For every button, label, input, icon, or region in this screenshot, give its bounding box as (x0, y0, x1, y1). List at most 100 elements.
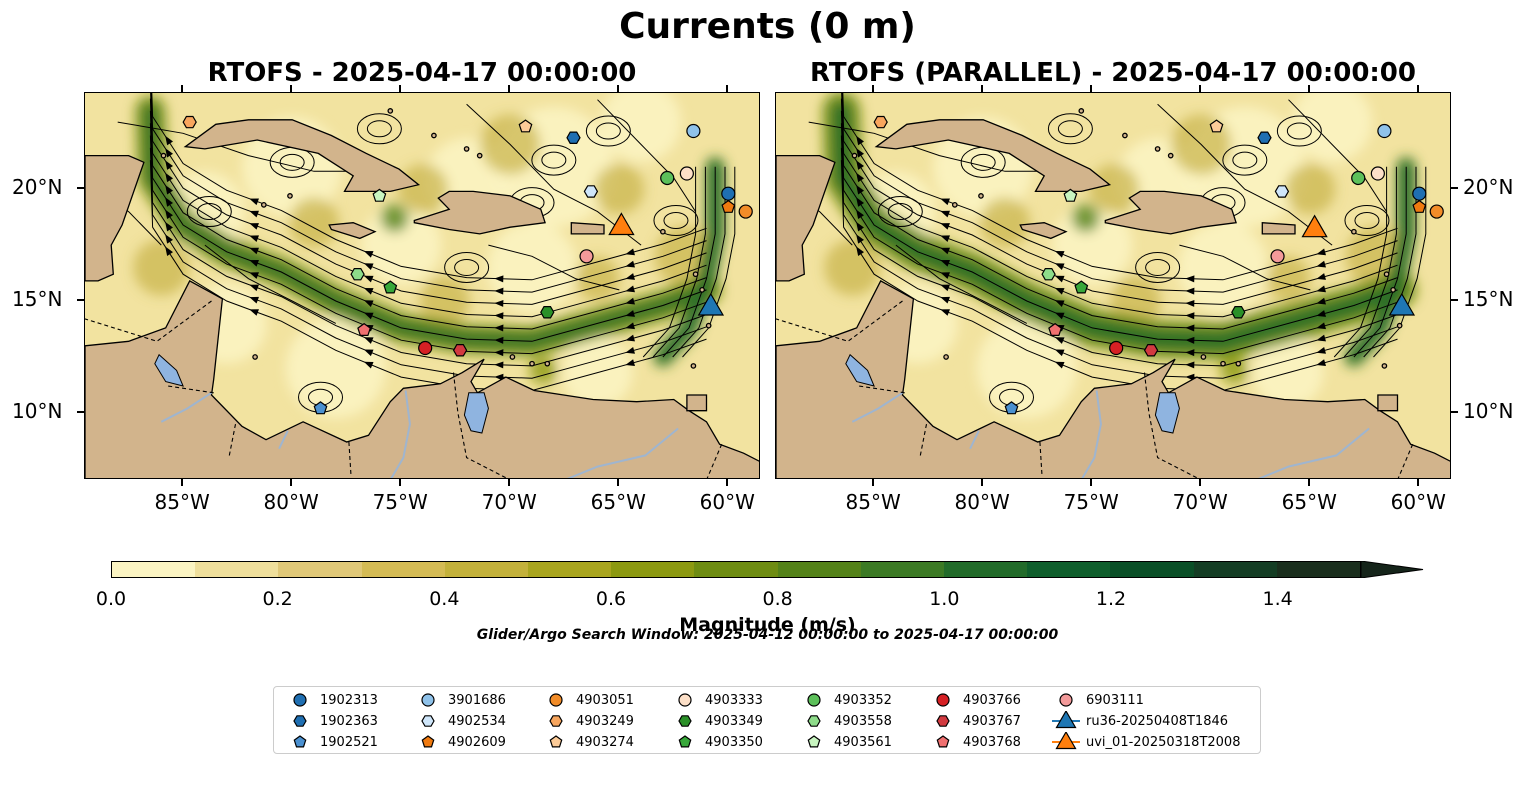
legend-pentagon-marker[interactable] (678, 735, 692, 748)
pentagon-marker-icon (293, 735, 307, 748)
marker-4903349[interactable] (1231, 306, 1246, 319)
marker-4903274[interactable] (1209, 119, 1224, 133)
legend-circle-marker[interactable] (549, 693, 563, 707)
marker-6903111[interactable] (1270, 249, 1285, 264)
legend-hexagon-marker[interactable] (678, 715, 692, 727)
legend-pentagon-marker[interactable] (421, 735, 435, 748)
marker-uvi_01-20250318T2008[interactable] (608, 212, 635, 236)
map-panel-rtofs-parallel[interactable] (775, 92, 1451, 479)
land-cuba (183, 119, 421, 193)
marker-4903561[interactable] (372, 188, 387, 202)
streamline-arrows (856, 135, 1326, 394)
marker-4902534[interactable] (583, 185, 599, 198)
marker-4903766[interactable] (1109, 340, 1124, 356)
marker-4903350[interactable] (1074, 280, 1089, 294)
colorbar-segment (528, 562, 612, 577)
x-tick-mark (399, 479, 402, 486)
marker-4903561[interactable] (1063, 188, 1078, 202)
legend-hexagon-marker[interactable] (807, 715, 821, 727)
marker-1902521[interactable] (313, 401, 328, 415)
land-mainland (85, 280, 759, 478)
marker-4903051[interactable] (1429, 204, 1444, 219)
land-yucatan (85, 154, 145, 282)
marker-4903558[interactable] (350, 268, 365, 281)
legend-item: 1902363 (286, 711, 378, 731)
marker-4903767[interactable] (452, 344, 468, 357)
marker-ru36-20250408T1846[interactable] (697, 292, 725, 316)
legend-item: 1902313 (286, 690, 378, 710)
marker-ru36-20250408T1846[interactable] (1388, 292, 1416, 316)
legend-circle-marker[interactable] (421, 693, 435, 707)
legend-pentagon-marker[interactable] (936, 735, 950, 748)
marker-4903767[interactable] (1143, 344, 1159, 357)
marker-4902609[interactable] (721, 199, 736, 213)
marker-4903768[interactable] (357, 322, 372, 336)
marker-4903333[interactable] (679, 166, 694, 181)
legend-circle-marker[interactable] (1059, 693, 1073, 707)
legend-label: 4903249 (576, 713, 634, 729)
marker-1902363[interactable] (1257, 131, 1272, 145)
marker-4902609[interactable] (1412, 199, 1427, 213)
legend-item: 4902534 (414, 711, 506, 731)
marker-4903352[interactable] (660, 170, 675, 186)
legend-item: 4903558 (800, 711, 892, 731)
x-tick-mark (1199, 85, 1202, 92)
marker-3901686[interactable] (686, 123, 701, 139)
marker-1902521[interactable] (1004, 401, 1019, 415)
marker-4903349[interactable] (540, 306, 555, 319)
marker-4903333[interactable] (1370, 166, 1385, 181)
legend-label: 4903274 (576, 734, 634, 750)
x-tick-mark (290, 85, 293, 92)
marker-uvi_01-20250318T2008[interactable] (1301, 214, 1328, 238)
search-window-note: Glider/Argo Search Window: 2025-04-12 00… (476, 627, 1059, 643)
marker-4903766[interactable] (418, 340, 433, 356)
hexagon-marker-icon (936, 715, 950, 727)
marker-4903274[interactable] (518, 119, 533, 133)
legend-hexagon-marker[interactable] (936, 715, 950, 727)
legend-pentagon-marker[interactable] (549, 735, 563, 748)
marker-1902313[interactable] (721, 186, 736, 201)
legend-circle-marker[interactable] (678, 693, 692, 707)
marker-4903768[interactable] (1048, 322, 1063, 336)
legend-circle-marker[interactable] (807, 693, 821, 707)
legend-hexagon-marker[interactable] (549, 715, 563, 727)
legend-circle-marker[interactable] (293, 693, 307, 707)
legend-triangle-marker[interactable] (1055, 711, 1077, 729)
legend-item: 4903561 (800, 732, 892, 752)
colorbar-segment (278, 562, 362, 577)
legend-pentagon-marker[interactable] (807, 735, 821, 748)
colorbar-tick-label: 0.8 (762, 588, 793, 610)
colorbar-extend-arrow (1361, 561, 1424, 578)
marker-4903051[interactable] (738, 204, 753, 219)
legend-hexagon-marker[interactable] (293, 715, 307, 727)
legend-item: 4903051 (542, 690, 634, 710)
circle-marker-icon (293, 693, 307, 707)
marker-1902363[interactable] (566, 131, 581, 145)
map-panel-rtofs[interactable] (84, 92, 760, 479)
x-tick-mark (290, 479, 293, 486)
marker-1902313[interactable] (1412, 186, 1427, 201)
legend-pentagon-marker[interactable] (293, 735, 307, 748)
legend-hexagon-marker[interactable] (421, 715, 435, 727)
legend-label: 4903768 (963, 734, 1021, 750)
marker-4903249[interactable] (873, 115, 888, 129)
marker-6903111[interactable] (579, 249, 594, 264)
colorbar-segment (860, 562, 945, 577)
float-markers (873, 115, 1444, 415)
legend-item: 6903111 (1052, 690, 1144, 710)
x-tick-mark (1417, 479, 1420, 486)
legend-circle-marker[interactable] (936, 693, 950, 707)
lake (154, 353, 184, 387)
marker-4902534[interactable] (1274, 185, 1290, 198)
legend-label: 4903558 (834, 713, 892, 729)
marker-4903558[interactable] (1041, 268, 1056, 281)
legend-label: ru36-20250408T1846 (1086, 713, 1229, 729)
marker-4903249[interactable] (182, 115, 197, 129)
legend-label: 4903561 (834, 734, 892, 750)
marker-4903352[interactable] (1351, 170, 1366, 186)
marker-4903350[interactable] (383, 280, 398, 294)
legend-triangle-marker[interactable] (1055, 732, 1077, 750)
legend-label: 1902521 (320, 734, 378, 750)
colorbar-segment (611, 562, 695, 577)
marker-3901686[interactable] (1377, 123, 1392, 139)
